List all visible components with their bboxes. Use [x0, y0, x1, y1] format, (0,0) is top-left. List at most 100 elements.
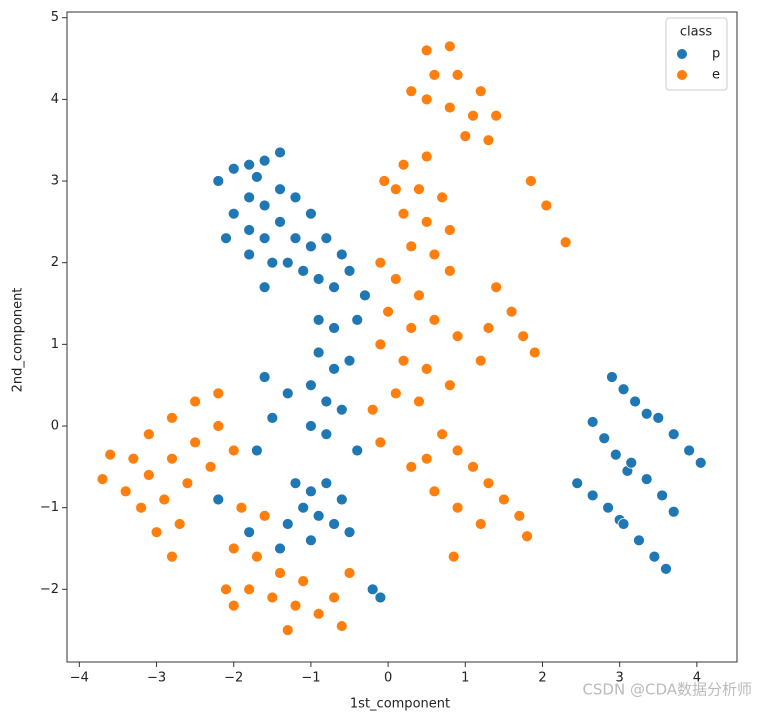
- point: [227, 444, 240, 457]
- point: [420, 215, 433, 228]
- point: [312, 346, 325, 359]
- point: [451, 501, 464, 514]
- point: [328, 362, 340, 375]
- point: [258, 199, 271, 212]
- point: [490, 109, 503, 122]
- y-tick-label: 1: [51, 337, 59, 352]
- point: [497, 493, 510, 506]
- point: [297, 501, 310, 514]
- point: [250, 550, 263, 563]
- point: [289, 477, 302, 490]
- point: [428, 313, 441, 326]
- point: [166, 452, 178, 465]
- point: [617, 518, 630, 530]
- legend-marker: [676, 48, 688, 60]
- point: [521, 530, 533, 543]
- point: [652, 411, 665, 424]
- point: [540, 199, 553, 212]
- point: [227, 162, 240, 175]
- point: [335, 403, 348, 416]
- legend-label: e: [712, 68, 720, 83]
- point: [281, 387, 294, 400]
- watermark: CSDN @CDA数据分析师: [582, 681, 752, 699]
- point: [204, 460, 217, 473]
- point: [289, 232, 302, 245]
- point: [405, 85, 418, 98]
- point: [281, 256, 294, 269]
- point: [320, 428, 333, 441]
- point: [158, 493, 171, 506]
- point: [586, 416, 599, 428]
- point: [243, 191, 256, 204]
- point: [660, 563, 672, 575]
- y-tick-label: 4: [51, 92, 59, 107]
- x-axis-label: 1st_component: [350, 697, 450, 712]
- point: [586, 489, 599, 502]
- point: [397, 207, 410, 220]
- point: [443, 264, 456, 277]
- point: [640, 407, 653, 420]
- point: [104, 448, 117, 461]
- point: [667, 428, 680, 441]
- point: [397, 158, 410, 171]
- point: [571, 477, 584, 490]
- x-tick-label: −4: [70, 671, 89, 686]
- point: [343, 264, 356, 277]
- point: [312, 273, 325, 285]
- point: [413, 395, 425, 408]
- point: [405, 240, 418, 253]
- y-tick-label: 5: [51, 10, 59, 25]
- x-tick-label: −3: [147, 671, 166, 686]
- point: [405, 460, 418, 473]
- point: [320, 395, 333, 408]
- point: [212, 175, 225, 187]
- point: [173, 518, 186, 530]
- point: [482, 477, 495, 490]
- point: [274, 183, 286, 196]
- point: [181, 477, 194, 490]
- point: [602, 501, 614, 514]
- point: [606, 371, 618, 383]
- point: [482, 134, 495, 147]
- point: [389, 183, 402, 196]
- point: [335, 248, 348, 261]
- point: [96, 473, 109, 485]
- point: [640, 473, 653, 485]
- point: [305, 534, 317, 547]
- point: [559, 236, 572, 249]
- point: [250, 444, 263, 457]
- point: [127, 452, 140, 465]
- point: [266, 256, 279, 269]
- point: [382, 305, 395, 318]
- point: [513, 509, 526, 522]
- point: [189, 436, 202, 449]
- point: [413, 289, 425, 302]
- legend-marker: [676, 69, 688, 81]
- x-tick-label: 2: [538, 671, 546, 686]
- point: [420, 150, 433, 163]
- point: [243, 224, 256, 236]
- point: [142, 428, 155, 441]
- point: [166, 550, 178, 563]
- point: [266, 411, 279, 424]
- point: [258, 371, 271, 383]
- point: [328, 281, 340, 294]
- point: [505, 305, 518, 318]
- point: [212, 493, 225, 506]
- point: [374, 338, 387, 351]
- point: [343, 354, 356, 367]
- point: [258, 281, 271, 294]
- point: [266, 591, 279, 604]
- point: [525, 175, 537, 187]
- y-tick-label: −1: [40, 500, 59, 515]
- point: [119, 485, 132, 498]
- point: [359, 289, 371, 302]
- point: [459, 130, 472, 143]
- point: [443, 101, 456, 114]
- point: [189, 395, 202, 408]
- point: [474, 518, 487, 530]
- y-tick-label: 0: [51, 419, 59, 434]
- point: [648, 550, 661, 563]
- point: [274, 215, 286, 228]
